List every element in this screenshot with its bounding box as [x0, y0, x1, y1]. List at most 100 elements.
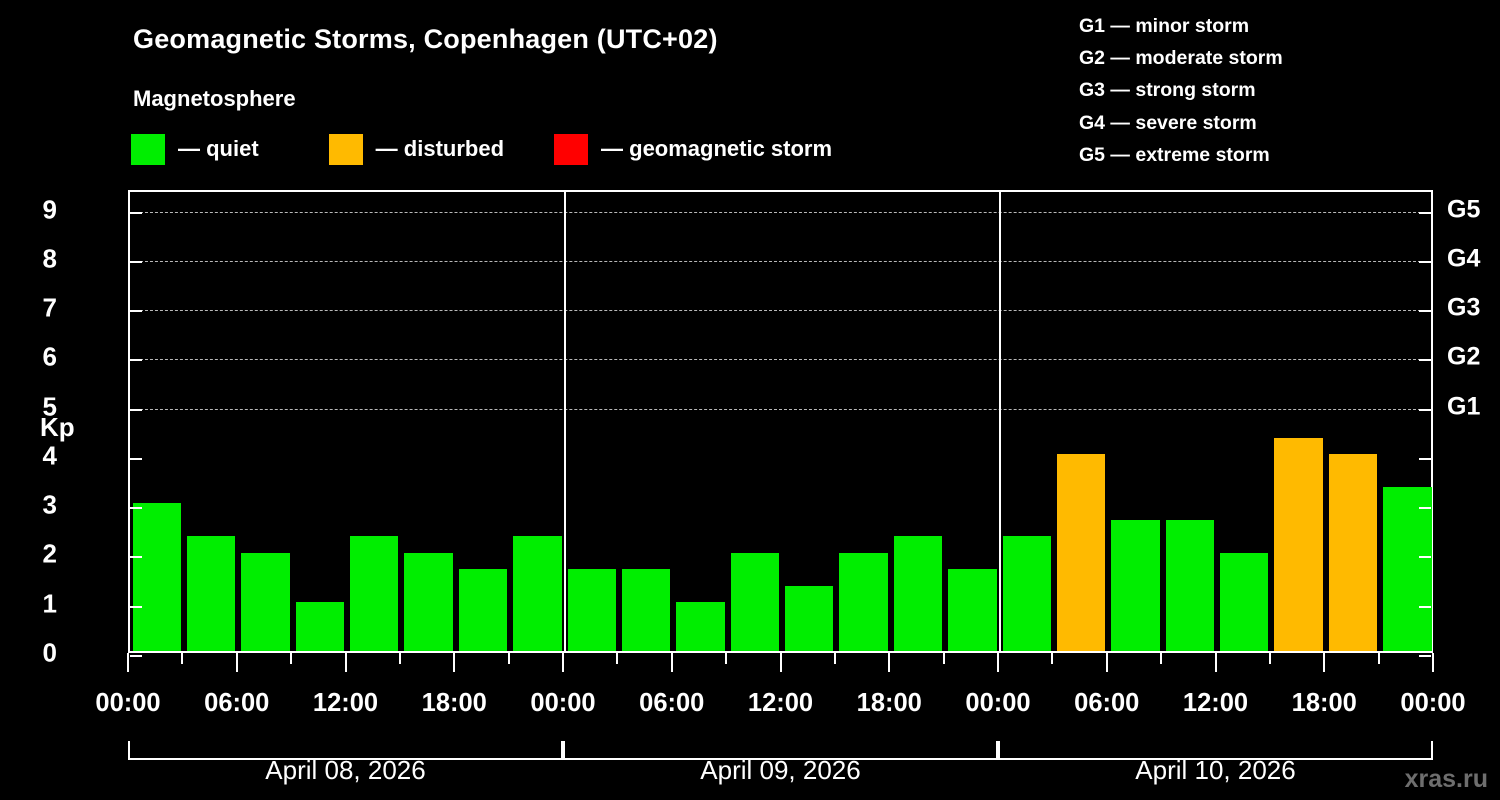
bar-series: [130, 192, 1432, 651]
g-label-G2: G2: [1447, 342, 1481, 371]
legend-swatch-quiet: [131, 133, 165, 165]
x-axis-label-11: 18:00: [1291, 689, 1357, 717]
y-axis-label-3: 3: [42, 489, 57, 520]
legend-item-geomagnetic-storm: — geomagnetic storm: [554, 133, 833, 165]
bar: [948, 568, 997, 651]
bar: [1165, 519, 1214, 651]
x-tick-13: [833, 653, 836, 664]
bar: [1002, 536, 1051, 651]
bar: [350, 536, 399, 651]
x-tick-3: [290, 653, 293, 664]
y-tick-right-9: [1419, 211, 1431, 214]
y-tick-7: [130, 310, 142, 313]
gridline-kp-7: [130, 310, 1431, 312]
legend-swatch-disturbed: [328, 133, 363, 165]
gridline-kp-5: [130, 408, 1431, 410]
legend-label-geomagnetic-storm: — geomagnetic storm: [601, 136, 833, 161]
y-axis-title: Kp: [40, 412, 75, 442]
day-label-3: April 10, 2026: [1135, 755, 1296, 785]
y-tick-right-3: [1419, 507, 1431, 510]
x-tick-20: [1214, 653, 1217, 672]
gridline-kp-9: [130, 211, 1431, 213]
x-axis-label-9: 06:00: [1074, 689, 1140, 717]
bar: [132, 503, 181, 651]
x-tick-11: [725, 653, 728, 664]
y-axis-label-4: 4: [42, 440, 57, 471]
y-tick-3: [130, 507, 142, 510]
y-tick-right-8: [1419, 260, 1431, 263]
x-tick-6: [453, 653, 456, 672]
bar: [404, 552, 453, 651]
storm-scale-row-1: G1 — minor storm: [1079, 15, 1250, 37]
storm-scale-row-5: G5 — extreme storm: [1079, 143, 1270, 166]
x-tick-5: [398, 653, 401, 664]
x-tick-16: [997, 653, 999, 672]
x-tick-4: [344, 653, 347, 672]
storm-scale-row-4: G4 — severe storm: [1079, 111, 1257, 134]
x-tick-1: [181, 653, 184, 664]
bar: [1220, 552, 1269, 651]
y-tick-right-7: [1419, 310, 1431, 313]
y-tick-2: [130, 556, 142, 559]
y-tick-right-6: [1419, 359, 1431, 362]
y-axis-label-9: 9: [42, 194, 57, 225]
legend-item-disturbed: — disturbed: [328, 133, 505, 165]
bar: [513, 536, 562, 651]
y-tick-right-2: [1419, 556, 1431, 559]
y-axis-label-2: 2: [42, 538, 57, 569]
x-axis-label-5: 06:00: [639, 689, 705, 717]
x-axis-label-3: 18:00: [421, 689, 487, 717]
storm-scale-legend: G1 — minor storm G2 — moderate storm G3 — …: [1079, 10, 1283, 171]
day-range-bar-1: [128, 741, 563, 760]
y-tick-right-5: [1419, 408, 1431, 411]
legend-item-quiet: — quiet: [131, 133, 259, 165]
y-tick-right-4: [1419, 457, 1431, 460]
x-tick-22: [1323, 653, 1326, 672]
day-separator-2: [999, 192, 1001, 651]
y-tick-6: [130, 359, 142, 362]
day-separator-1: [564, 192, 566, 651]
x-tick-12: [779, 653, 782, 672]
y-tick-0: [130, 655, 142, 657]
y-axis-label-8: 8: [42, 243, 57, 274]
x-tick-21: [1268, 653, 1271, 664]
bar: [1111, 519, 1160, 651]
x-axis-label-7: 18:00: [856, 689, 922, 717]
bar: [1056, 453, 1106, 651]
gridline-kp-8: [130, 260, 1431, 262]
page-title: Geomagnetic Storms, Copenhagen (UTC+02): [133, 24, 718, 54]
plot-area: [128, 190, 1433, 657]
x-tick-14: [888, 653, 891, 672]
x-axis-label-12: 00:00: [1400, 689, 1466, 717]
legend-label-quiet: — quiet: [178, 136, 259, 161]
y-axis-label-1: 1: [42, 588, 57, 619]
g-label-G1: G1: [1447, 392, 1481, 421]
x-axis-label-8: 00:00: [965, 689, 1031, 717]
color-legend: — quiet — disturbed — geomagnetic storm: [131, 133, 832, 165]
x-tick-24: [1432, 653, 1434, 672]
bar: [893, 536, 943, 651]
g-label-G3: G3: [1447, 293, 1481, 322]
g-label-G4: G4: [1447, 244, 1481, 273]
y-tick-right-1: [1419, 605, 1431, 608]
g-label-G5: G5: [1447, 195, 1481, 224]
bar: [730, 552, 779, 651]
legend-swatch-geomagnetic-storm: [554, 133, 589, 165]
x-axis-label-6: 12:00: [747, 689, 814, 717]
y-tick-5: [130, 408, 142, 411]
bar: [1274, 437, 1323, 651]
bar: [186, 536, 236, 651]
y-tick-1: [130, 605, 142, 608]
x-tick-8: [562, 653, 564, 672]
gridline-kp-6: [130, 359, 1431, 361]
storm-scale-row-2: G2 — moderate storm: [1079, 47, 1283, 70]
y-tick-4: [130, 457, 142, 460]
x-tick-7: [507, 653, 510, 664]
day-label-2: April 09, 2026: [700, 755, 861, 785]
bar: [241, 552, 290, 651]
bar: [676, 601, 725, 651]
x-tick-15: [942, 653, 945, 664]
y-tick-8: [130, 260, 142, 263]
legend-label-disturbed: — disturbed: [375, 136, 505, 161]
